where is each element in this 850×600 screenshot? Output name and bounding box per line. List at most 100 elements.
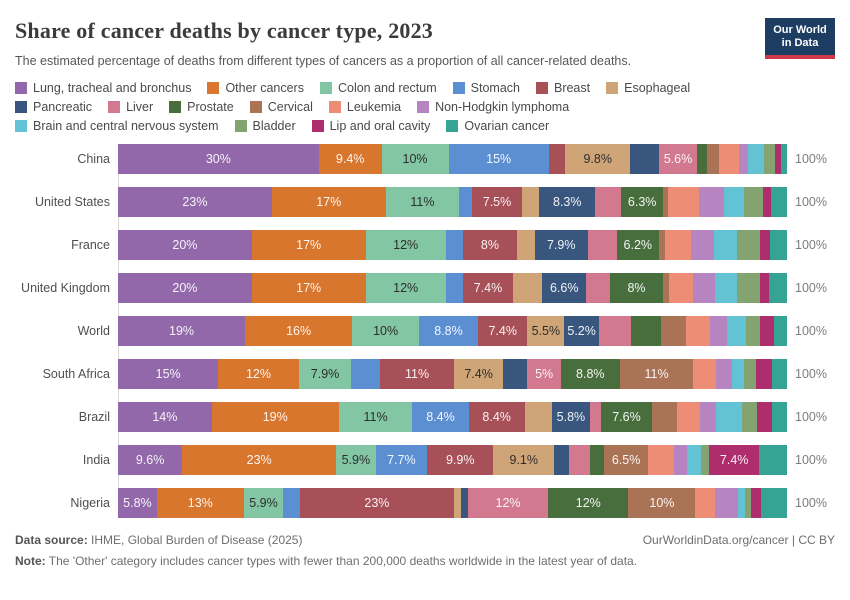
bar-segment[interactable] — [738, 488, 745, 518]
bar-segment[interactable] — [669, 273, 694, 303]
legend-item[interactable]: Ovarian cancer — [446, 119, 549, 133]
bar-segment[interactable]: 8.3% — [539, 187, 596, 217]
bar-segment[interactable] — [727, 316, 746, 346]
legend-item[interactable]: Esophageal — [606, 81, 690, 95]
legend-item[interactable]: Brain and central nervous system — [15, 119, 219, 133]
bar-segment[interactable]: 19% — [118, 316, 246, 346]
legend-item[interactable]: Breast — [535, 81, 590, 95]
bar-segment[interactable]: 5.8% — [118, 488, 157, 518]
bar-segment[interactable] — [351, 359, 381, 389]
bar-segment[interactable] — [758, 445, 787, 475]
bar-segment[interactable]: 10% — [352, 316, 420, 346]
bar-segment[interactable] — [283, 488, 300, 518]
bar-segment[interactable] — [568, 445, 591, 475]
bar-segment[interactable]: 12% — [365, 230, 446, 260]
bar-segment[interactable] — [744, 488, 751, 518]
bar-segment[interactable]: 15% — [118, 359, 219, 389]
bar-segment[interactable] — [673, 445, 688, 475]
bar-segment[interactable] — [695, 488, 716, 518]
bar-segment[interactable] — [742, 402, 757, 432]
bar-segment[interactable]: 6.2% — [617, 230, 659, 260]
bar-segment[interactable]: 7.7% — [375, 445, 428, 475]
legend-item[interactable]: Lip and oral cavity — [311, 119, 430, 133]
bar-segment[interactable]: 5.8% — [551, 402, 591, 432]
bar-segment[interactable]: 5.6% — [659, 144, 697, 174]
bar-segment[interactable] — [715, 488, 739, 518]
bar-segment[interactable] — [736, 230, 761, 260]
bar-segment[interactable]: 7.9% — [534, 230, 588, 260]
bar-segment[interactable] — [768, 273, 787, 303]
bar-segment[interactable]: 15% — [448, 144, 549, 174]
bar-segment[interactable]: 7.4% — [453, 359, 504, 389]
bar-segment[interactable] — [658, 230, 665, 260]
bar-segment[interactable]: 12% — [218, 359, 299, 389]
bar-segment[interactable]: 30% — [118, 144, 319, 174]
bar-segment[interactable] — [590, 445, 605, 475]
legend-item[interactable]: Bladder — [234, 119, 296, 133]
bar-segment[interactable]: 11% — [385, 187, 460, 217]
bar-segment[interactable] — [771, 359, 788, 389]
bar-segment[interactable] — [770, 230, 787, 260]
legend-item[interactable]: Prostate — [169, 100, 234, 114]
bar-segment[interactable] — [732, 359, 745, 389]
bar-segment[interactable]: 8% — [463, 230, 517, 260]
bar-segment[interactable]: 11% — [338, 402, 413, 432]
bar-segment[interactable]: 8.4% — [468, 402, 525, 432]
bar-segment[interactable]: 17% — [251, 230, 366, 260]
bar-segment[interactable]: 17% — [271, 187, 386, 217]
bar-segment[interactable]: 11% — [380, 359, 454, 389]
bar-segment[interactable] — [743, 187, 763, 217]
bar-segment[interactable] — [460, 488, 468, 518]
bar-segment[interactable]: 13% — [156, 488, 244, 518]
bar-segment[interactable] — [747, 144, 764, 174]
bar-segment[interactable] — [760, 488, 787, 518]
bar-segment[interactable] — [759, 316, 774, 346]
bar-segment[interactable] — [760, 230, 771, 260]
bar-segment[interactable] — [762, 187, 771, 217]
legend-item[interactable]: Pancreatic — [15, 100, 92, 114]
bar-segment[interactable]: 7.6% — [601, 402, 652, 432]
bar-segment[interactable] — [651, 402, 677, 432]
bar-segment[interactable] — [710, 316, 728, 346]
bar-segment[interactable] — [714, 230, 737, 260]
bar-segment[interactable] — [516, 230, 535, 260]
bar-segment[interactable] — [663, 187, 668, 217]
bar-segment[interactable]: 6.5% — [604, 445, 648, 475]
bar-segment[interactable]: 11% — [619, 359, 694, 389]
bar-segment[interactable]: 12% — [467, 488, 549, 518]
bar-segment[interactable] — [716, 402, 743, 432]
bar-segment[interactable] — [719, 144, 739, 174]
bar-segment[interactable] — [737, 273, 761, 303]
bar-segment[interactable] — [756, 402, 773, 432]
bar-segment[interactable] — [685, 316, 711, 346]
bar-segment[interactable]: 20% — [118, 230, 252, 260]
bar-segment[interactable] — [661, 316, 686, 346]
owid-logo[interactable]: Our World in Data — [765, 18, 835, 59]
bar-segment[interactable] — [667, 187, 699, 217]
bar-segment[interactable] — [744, 359, 757, 389]
legend-item[interactable]: Stomach — [452, 81, 520, 95]
bar-segment[interactable] — [770, 187, 788, 217]
legend-item[interactable]: Leukemia — [328, 100, 401, 114]
bar-segment[interactable] — [445, 230, 464, 260]
bar-segment[interactable]: 5% — [527, 359, 561, 389]
bar-segment[interactable] — [453, 488, 461, 518]
bar-segment[interactable]: 9.4% — [318, 144, 382, 174]
bar-segment[interactable]: 9.1% — [493, 445, 555, 475]
bar-segment[interactable] — [630, 144, 660, 174]
bar-segment[interactable] — [745, 316, 760, 346]
legend-item[interactable]: Non-Hodgkin lymphoma — [417, 100, 569, 114]
bar-segment[interactable]: 23% — [182, 445, 337, 475]
bar-segment[interactable] — [693, 273, 715, 303]
bar-segment[interactable] — [647, 445, 674, 475]
bar-segment[interactable] — [590, 402, 602, 432]
bar-segment[interactable]: 9.9% — [427, 445, 494, 475]
legend-item[interactable]: Colon and rectum — [319, 81, 437, 95]
bar-segment[interactable] — [524, 402, 552, 432]
bar-segment[interactable] — [698, 187, 725, 217]
bar-segment[interactable] — [554, 445, 569, 475]
bar-segment[interactable]: 10% — [381, 144, 449, 174]
owid-cc-link[interactable]: OurWorldinData.org/cancer | CC BY — [642, 533, 835, 547]
bar-segment[interactable] — [750, 488, 761, 518]
bar-segment[interactable]: 23% — [299, 488, 454, 518]
